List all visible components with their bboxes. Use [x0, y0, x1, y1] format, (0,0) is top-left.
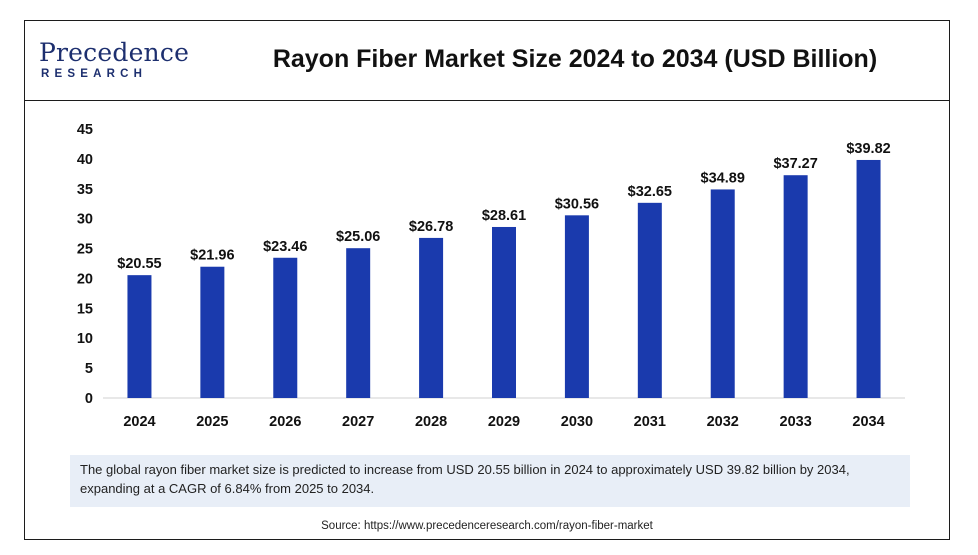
y-tick-label: 5 [85, 361, 93, 377]
bar [273, 257, 298, 398]
summary-text: The global rayon fiber market size is pr… [80, 462, 850, 496]
chart-frame: Precedence RESEARCH Rayon Fiber Market S… [24, 20, 950, 540]
x-tick-label: 2024 [123, 414, 155, 430]
x-tick-label: 2025 [196, 414, 228, 430]
data-label: $23.46 [263, 239, 307, 255]
y-tick-label: 35 [77, 182, 93, 198]
data-label: $25.06 [336, 229, 380, 245]
data-label: $21.96 [190, 248, 234, 264]
bar [127, 275, 152, 398]
bar [419, 237, 444, 398]
data-label: $37.27 [773, 156, 817, 172]
data-label: $32.65 [628, 184, 672, 200]
y-tick-label: 30 [77, 212, 93, 228]
y-tick-label: 45 [77, 122, 93, 138]
summary-box: The global rayon fiber market size is pr… [70, 455, 910, 507]
x-tick-label: 2031 [634, 414, 666, 430]
data-label: $34.89 [701, 170, 745, 186]
x-tick-label: 2029 [488, 414, 520, 430]
x-tick-label: 2028 [415, 414, 447, 430]
y-tick-label: 15 [77, 301, 93, 317]
bar [856, 159, 881, 398]
x-tick-label: 2026 [269, 414, 301, 430]
y-tick-label: 0 [85, 391, 93, 407]
y-tick-label: 10 [77, 331, 93, 347]
data-label: $20.55 [117, 256, 161, 272]
y-tick-label: 25 [77, 242, 93, 258]
data-label: $39.82 [846, 141, 890, 157]
bar-chart: 051015202530354045$20.552024$21.962025$2… [77, 122, 905, 430]
bar [200, 266, 225, 398]
y-tick-label: 20 [77, 271, 93, 287]
bar [783, 175, 808, 398]
data-label: $30.56 [555, 196, 599, 212]
y-tick-label: 40 [77, 152, 93, 168]
brand-logo: Precedence RESEARCH [39, 38, 189, 86]
source-text: Source: https://www.precedenceresearch.c… [321, 520, 653, 532]
bar [637, 202, 662, 398]
header: Precedence RESEARCH Rayon Fiber Market S… [25, 21, 949, 101]
chart-title: Rayon Fiber Market Size 2024 to 2034 (US… [272, 45, 878, 73]
bar [564, 215, 589, 398]
bar [710, 189, 735, 398]
x-tick-label: 2033 [780, 414, 812, 430]
x-tick-label: 2032 [707, 414, 739, 430]
logo-main-text: Precedence [39, 38, 190, 67]
bar [346, 248, 371, 398]
x-tick-label: 2030 [561, 414, 593, 430]
data-label: $26.78 [409, 219, 453, 235]
x-tick-label: 2027 [342, 414, 374, 430]
data-label: $28.61 [482, 208, 526, 224]
x-tick-label: 2034 [852, 414, 884, 430]
bar [492, 226, 516, 398]
logo-sub-text: RESEARCH [41, 68, 148, 80]
